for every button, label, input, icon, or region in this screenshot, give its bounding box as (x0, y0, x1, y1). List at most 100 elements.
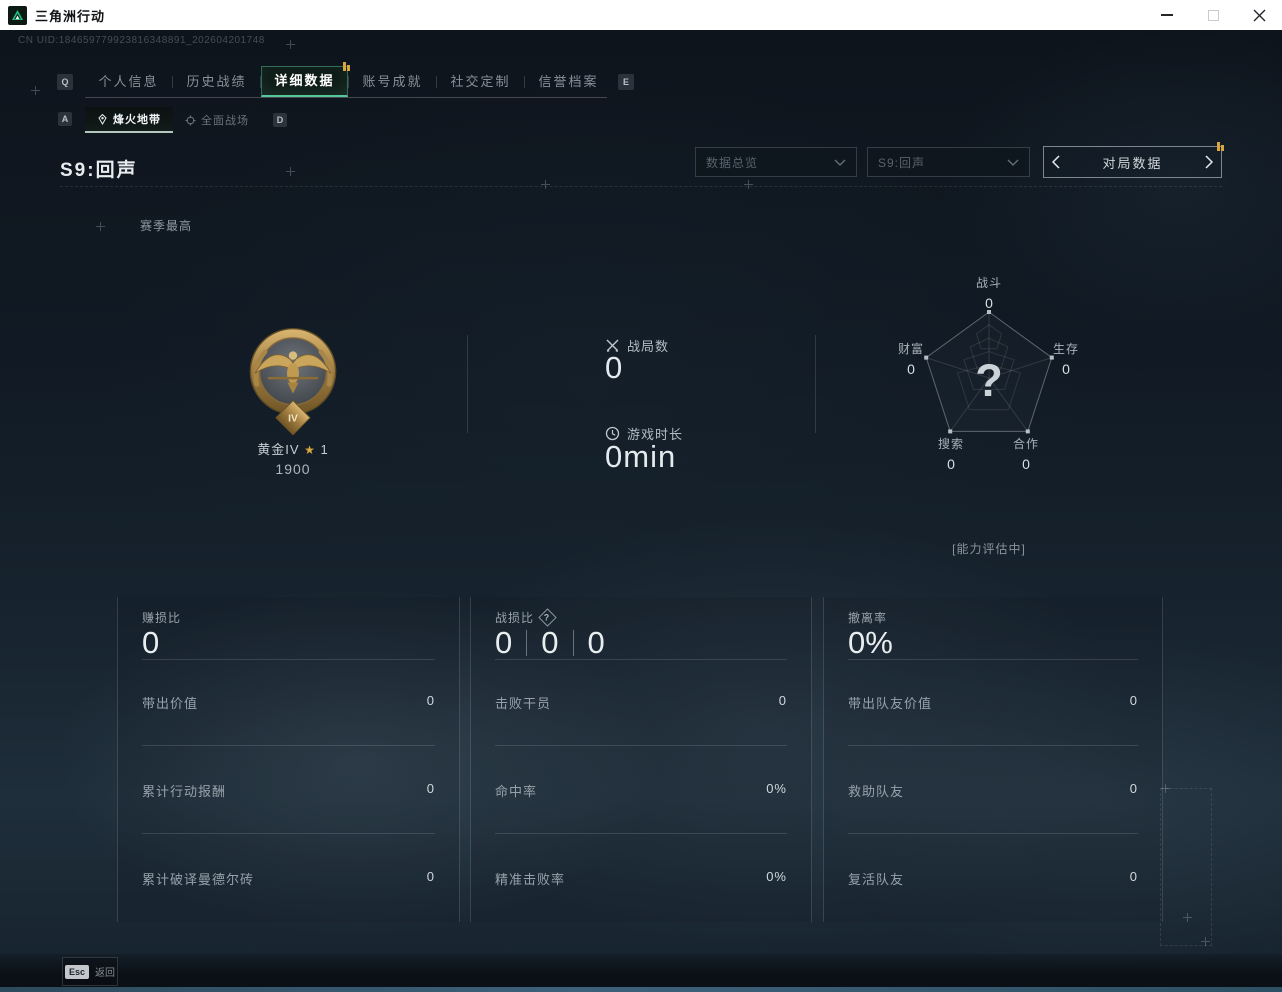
rank-points: 1900 (275, 461, 311, 477)
main-tab-bar: 个人信息 历史战绩 详细数据 账号成就 社交定制 信誉档案 (85, 62, 612, 97)
bottom-edge-line (0, 987, 1282, 992)
uid-text: CN UID:184659779923816348891_20260420174… (18, 35, 265, 46)
card-kd-ratio: 战损比 ? 0 0 0 击败干员 0 命中率 0% 精准击败率 0% (470, 597, 812, 922)
duration-label: 游戏时长 (605, 424, 683, 443)
column-divider (815, 335, 816, 433)
radar-axis-cooperation: 合作 0 (1012, 437, 1039, 472)
title-bar: 三角洲行动 (0, 0, 1282, 30)
tab-divider (436, 75, 437, 88)
battles-label: 战局数 (605, 336, 669, 355)
radar-axis-combat: 战斗 0 (975, 276, 1002, 311)
card-title: 撤离率 (848, 611, 888, 625)
card-title: 赚损比 (142, 611, 182, 625)
tab-divider (348, 75, 349, 88)
card-title: 战损比 (495, 611, 535, 625)
svg-text:IV: IV (288, 413, 298, 424)
chevron-left-icon (1052, 155, 1060, 169)
maximize-button[interactable] (1190, 0, 1236, 30)
mode-tab-bar: 烽火地带 全面战场 (85, 107, 261, 133)
chevron-right-icon (1205, 155, 1213, 169)
tab-underline (85, 97, 607, 98)
clock-icon (605, 426, 620, 441)
radar-axis-search: 搜索 0 (937, 437, 964, 472)
stat-row: 累计破译曼德尔砖 0 (142, 869, 435, 887)
decorative-frame (1160, 788, 1212, 946)
duration-value: 0min (605, 439, 677, 474)
tab-achievements[interactable]: 账号成就 (362, 73, 423, 89)
key-hint-prev-tab[interactable]: Q (57, 74, 73, 90)
season-title: S9:回声 (60, 160, 138, 181)
stat-row: 命中率 0% (495, 781, 787, 799)
card-extraction-rate: 撤离率 0% 带出队友价值 0 救助队友 0 复活队友 0 (823, 597, 1163, 922)
minimize-button[interactable] (1144, 0, 1190, 30)
new-badge-icon (343, 62, 350, 71)
data-overview-dropdown[interactable]: 数据总览 (695, 147, 857, 177)
bottom-bar (0, 954, 1282, 992)
radar-unknown-mark: ? (975, 355, 1003, 406)
fire-zone-icon (98, 113, 107, 125)
close-button[interactable] (1236, 0, 1282, 30)
crosshair-mark (31, 86, 40, 95)
back-label: 返回 (95, 968, 115, 979)
tab-social[interactable]: 社交定制 (450, 73, 511, 89)
subtab-full-battlefield[interactable]: 全面战场 (173, 107, 261, 133)
crosshair-mark (96, 222, 105, 231)
card-big-value: 0 (587, 625, 605, 660)
key-hint-next-tab[interactable]: E (618, 74, 634, 90)
radar-axis-wealth: 财富 0 (897, 342, 924, 377)
card-big-value: 0 (142, 625, 160, 660)
dropdown-value: S9:回声 (878, 155, 926, 170)
card-profit-ratio: 赚损比 0 带出价值 0 累计行动报酬 0 累计破译曼德尔砖 0 (117, 597, 460, 922)
stat-row: 击败干员 0 (495, 693, 787, 711)
rank-tier-label: 黄金IV (257, 442, 300, 457)
duration-label-text: 游戏时长 (627, 427, 684, 442)
season-select-dropdown[interactable]: S9:回声 (867, 147, 1030, 177)
subtab-label: 烽火地带 (113, 114, 161, 126)
battles-value: 0 (605, 350, 624, 385)
stat-row: 带出队友价值 0 (848, 693, 1138, 711)
crosshair-mark (286, 40, 295, 49)
subtab-label: 全面战场 (201, 115, 249, 127)
battlefield-icon (185, 115, 196, 125)
tab-divider (260, 75, 261, 88)
subtab-fire-zone[interactable]: 烽火地带 (85, 107, 173, 133)
main-content: CN UID:184659779923816348891_20260420174… (0, 30, 1282, 992)
crosshair-mark (286, 167, 295, 176)
column-divider (467, 335, 468, 433)
card-big-value: 0 (495, 625, 513, 660)
window-title: 三角洲行动 (35, 8, 106, 24)
dropdown-value: 数据总览 (706, 155, 759, 170)
stat-row: 带出价值 0 (142, 693, 435, 711)
help-icon[interactable]: ? (538, 608, 557, 627)
app-logo-icon (8, 5, 27, 25)
tab-divider (172, 75, 173, 88)
match-data-label: 对局数据 (1102, 155, 1163, 171)
key-hint-next-subtab[interactable]: D (273, 113, 287, 127)
back-button[interactable]: Esc 返回 (62, 957, 118, 986)
stat-row: 累计行动报酬 0 (142, 781, 435, 799)
rank-name: 黄金IV ★ 1 (193, 439, 393, 458)
chevron-down-icon (1007, 159, 1019, 166)
esc-key-icon: Esc (64, 964, 89, 979)
card-big-value: 0% (848, 625, 893, 660)
crosshair-mark (744, 180, 753, 189)
match-data-button[interactable]: 对局数据 (1043, 142, 1224, 178)
star-icon: ★ (304, 443, 316, 457)
tab-history[interactable]: 历史战绩 (186, 73, 247, 89)
crossed-swords-icon (606, 339, 619, 352)
stat-row: 复活队友 0 (848, 869, 1138, 887)
ability-evaluation-status: [能力评估中] (952, 542, 1026, 556)
tab-personal-info[interactable]: 个人信息 (98, 73, 159, 89)
stat-row: 救助队友 0 (848, 781, 1138, 799)
tab-detailed-data[interactable]: 详细数据 (261, 62, 350, 97)
new-badge-icon (1217, 142, 1224, 151)
battles-label-text: 战局数 (627, 339, 670, 354)
radar-axis-survival: 生存 0 (1052, 342, 1079, 377)
tab-divider (524, 75, 525, 88)
key-hint-prev-subtab[interactable]: A (58, 112, 72, 126)
tab-reputation[interactable]: 信誉档案 (538, 73, 599, 89)
rank-star-count: 1 (320, 442, 329, 457)
tab-label: 详细数据 (274, 73, 335, 88)
ability-radar-chart (924, 310, 1054, 434)
